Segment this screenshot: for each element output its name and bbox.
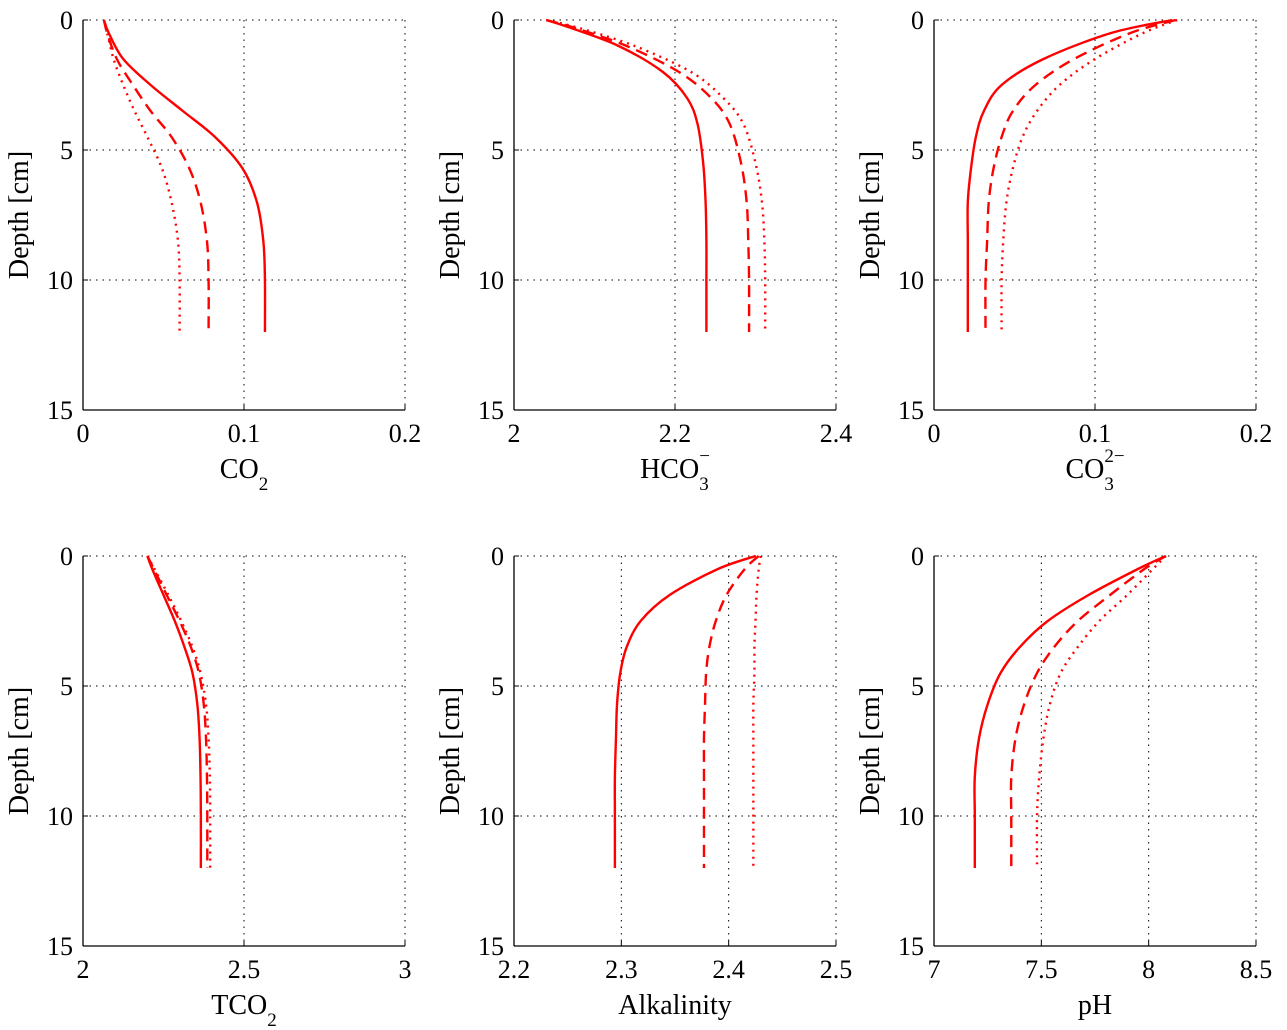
x-axis-label-subscript: 3 [1104, 474, 1114, 495]
y-axis-label: Depth [cm] [855, 687, 886, 815]
x-tick-label: 2 [508, 419, 521, 448]
series-line-dotted [1000, 18, 1178, 333]
series-line-solid [102, 19, 267, 333]
x-axis-label-subscript: 2 [259, 474, 269, 495]
y-tick-label: 10 [898, 802, 924, 831]
series-line-dashed [102, 19, 210, 333]
x-tick-label: 2.4 [712, 955, 745, 984]
x-axis-label-text: TCO [211, 990, 267, 1021]
x-axis-label-text: CO [220, 454, 259, 485]
y-axis-label: Depth [cm] [435, 151, 466, 279]
x-axis-label: CO3 2− [1065, 446, 1124, 495]
x-tick-label: 2.2 [498, 955, 531, 984]
series-line-dashed [545, 18, 751, 333]
y-tick-label: 5 [911, 136, 924, 165]
y-axis-label: Depth [cm] [4, 687, 35, 815]
x-axis-label-text: HCO [640, 454, 699, 485]
x-tick-label: 2 [77, 955, 90, 984]
series-line-dotted [102, 19, 181, 333]
x-axis-label-text: pH [1078, 990, 1112, 1021]
series-line-solid [966, 18, 1173, 332]
series-line-dotted [752, 555, 763, 868]
y-tick-label: 0 [911, 542, 924, 571]
y-tick-label: 15 [898, 396, 924, 425]
subplot-6: 7 7.5 8 8.5 0 5 10 15 Depth [cm] pH [855, 542, 1272, 1021]
series-line-dashed [984, 18, 1176, 333]
subplot-2: 2 2.2 2.4 0 5 10 15 Depth [cm] HCO3 − [435, 6, 852, 495]
x-axis-label-superscript: − [699, 446, 710, 467]
x-tick-label: 0 [928, 419, 941, 448]
series-line-dotted [1035, 555, 1167, 869]
x-tick-label: 0.2 [1240, 419, 1273, 448]
y-tick-label: 15 [898, 932, 924, 961]
y-tick-label: 0 [60, 6, 73, 35]
x-tick-label: 0.1 [1079, 419, 1112, 448]
x-tick-label: 3 [399, 955, 412, 984]
series-line-dotted [146, 555, 212, 869]
x-tick-label: 2.3 [605, 955, 638, 984]
x-tick-label: 0.2 [389, 419, 422, 448]
y-tick-label: 10 [478, 266, 504, 295]
x-axis-label: pH [1078, 990, 1112, 1021]
y-axis-label: Depth [cm] [435, 687, 466, 815]
y-tick-label: 15 [478, 396, 504, 425]
series-line-dashed [1009, 554, 1167, 868]
series-line-solid [613, 554, 756, 868]
y-tick-label: 5 [491, 136, 504, 165]
y-tick-label: 5 [60, 672, 73, 701]
y-tick-label: 15 [47, 396, 73, 425]
y-tick-label: 0 [60, 542, 73, 571]
x-axis-label: TCO2 [211, 990, 277, 1030]
x-tick-label: 7 [928, 955, 941, 984]
y-tick-label: 5 [60, 136, 73, 165]
x-axis-label-text: Alkalinity [618, 990, 732, 1021]
y-tick-label: 10 [47, 266, 73, 295]
y-axis-label: Depth [cm] [855, 151, 886, 279]
x-axis-label-subscript: 2 [267, 1010, 277, 1030]
x-axis-label-superscript: 2− [1104, 446, 1124, 467]
x-tick-label: 8.5 [1240, 955, 1273, 984]
y-tick-label: 15 [478, 932, 504, 961]
y-tick-label: 5 [491, 672, 504, 701]
x-tick-label: 0.1 [228, 419, 261, 448]
subplot-3: 0 0.1 0.2 0 5 10 15 Depth [cm] CO3 2− [855, 6, 1272, 495]
y-tick-label: 10 [478, 802, 504, 831]
x-axis-label: HCO3 − [640, 446, 710, 495]
subplot-5: 2.2 2.3 2.4 2.5 0 5 10 15 Depth [cm] Alkalinity [435, 542, 852, 1021]
series-line-solid [146, 555, 203, 869]
y-tick-label: 0 [491, 6, 504, 35]
series-line-solid [973, 554, 1167, 868]
x-tick-label: 7.5 [1025, 955, 1058, 984]
x-axis-label-text: CO [1065, 454, 1104, 485]
subplot-1: 0 0.1 0.2 0 5 10 15 Depth [cm] CO2 [4, 6, 421, 495]
x-axis-label-subscript: 3 [699, 474, 709, 495]
y-tick-label: 15 [47, 932, 73, 961]
y-tick-label: 10 [47, 802, 73, 831]
x-tick-label: 2.5 [228, 955, 261, 984]
y-tick-label: 5 [911, 672, 924, 701]
x-tick-label: 2.4 [820, 419, 853, 448]
x-tick-label: 8 [1142, 955, 1155, 984]
x-tick-label: 2.2 [659, 419, 692, 448]
x-axis-label: CO2 [220, 454, 268, 495]
x-axis-label: Alkalinity [618, 990, 732, 1021]
y-tick-label: 10 [898, 266, 924, 295]
y-tick-label: 0 [491, 542, 504, 571]
y-axis-label: Depth [cm] [4, 151, 35, 279]
x-tick-label: 2.5 [820, 955, 853, 984]
series-line-dashed [702, 555, 760, 868]
series-line-solid [545, 18, 708, 332]
x-tick-label: 0 [77, 419, 90, 448]
y-tick-label: 0 [911, 6, 924, 35]
